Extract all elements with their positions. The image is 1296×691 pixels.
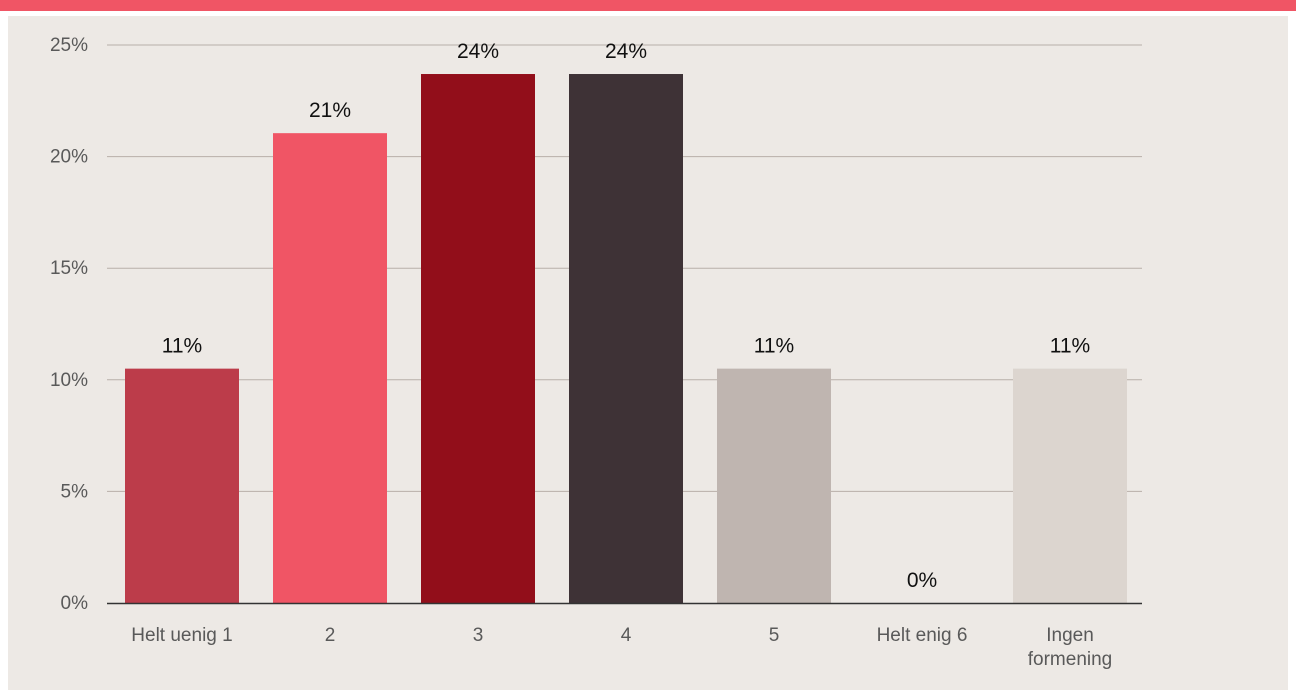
x-tick-label: 5 — [769, 625, 780, 646]
data-labels: 11% 21% 24% 24% 11% 0% 11% — [162, 40, 1090, 592]
bar — [569, 74, 683, 604]
x-tick-label: 3 — [473, 625, 484, 646]
y-axis-tick-labels: 0% 5% 10% 15% 20% 25% — [50, 35, 88, 614]
data-label: 0% — [907, 569, 937, 592]
data-label: 11% — [162, 335, 202, 358]
y-tick-label: 5% — [61, 481, 89, 502]
y-tick-label: 25% — [50, 35, 88, 56]
top-accent-stripe — [0, 0, 1296, 11]
y-tick-label: 20% — [50, 147, 88, 168]
y-tick-label: 10% — [50, 370, 88, 391]
x-tick-label: Helt enig 6 — [877, 625, 968, 646]
bar — [421, 74, 535, 604]
data-label: 21% — [309, 99, 351, 122]
bar — [125, 368, 239, 603]
data-label: 11% — [754, 335, 794, 358]
x-axis-tick-labels: Helt uenig 1 2 3 4 5 Helt enig 6 Ingen formenin… — [131, 625, 1112, 670]
bar — [273, 133, 387, 603]
data-label: 24% — [605, 40, 647, 63]
bars — [125, 74, 1127, 604]
y-tick-label: 15% — [50, 258, 88, 279]
x-tick-label: 2 — [325, 625, 336, 646]
data-label: 11% — [1050, 335, 1090, 358]
y-tick-label: 0% — [61, 593, 89, 614]
bar — [717, 368, 831, 603]
data-label: 24% — [457, 40, 499, 63]
bar — [1013, 368, 1127, 603]
x-tick-label: 4 — [621, 625, 632, 646]
x-tick-label: Ingen formening — [1028, 625, 1113, 670]
x-tick-label: Helt uenig 1 — [131, 625, 232, 646]
